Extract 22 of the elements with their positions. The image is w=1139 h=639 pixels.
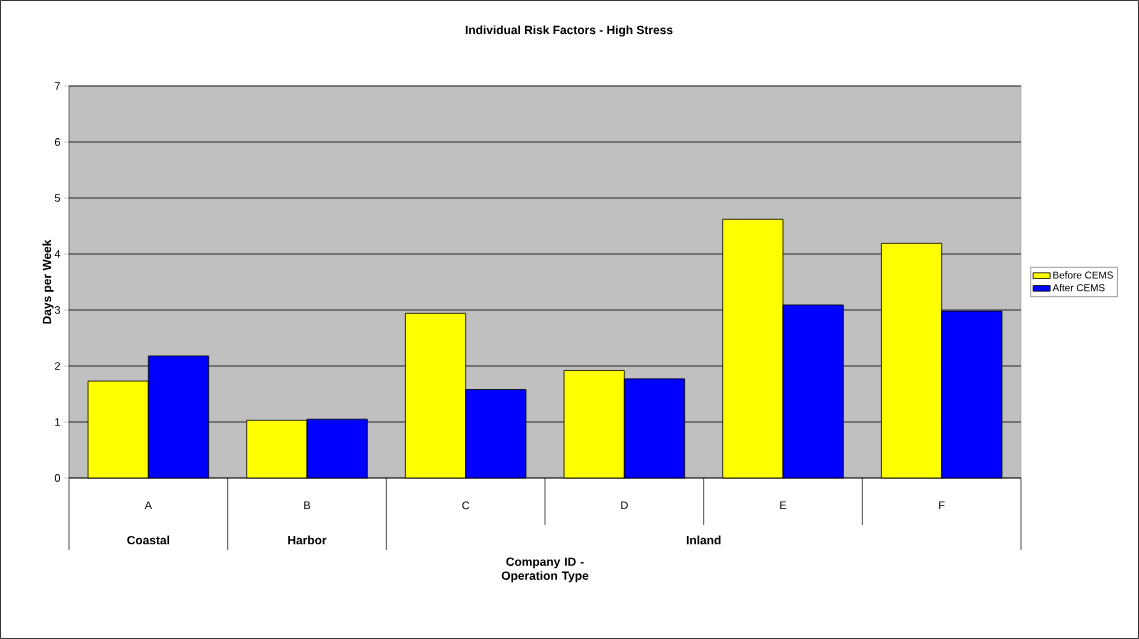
y-tick-label: 6 — [54, 138, 60, 146]
chart-title: Individual Risk Factors - High Stress — [465, 25, 673, 37]
legend-label: After CEMS — [1052, 283, 1105, 292]
y-tick-label: 4 — [54, 250, 61, 258]
text: Coastal — [127, 535, 170, 545]
legend-label: Before CEMS — [1053, 271, 1113, 279]
y-tick-label: 2 — [54, 362, 60, 370]
x-tick-label: D — [621, 501, 628, 510]
y-tick-label: 0 — [54, 474, 61, 482]
x-tick-label: B — [304, 501, 311, 510]
y-axis-title: Days per Week — [42, 239, 54, 324]
y-tick-label: 3 — [54, 306, 60, 314]
x-tick-label: E — [780, 501, 787, 510]
x-tick-label: C — [462, 501, 470, 510]
x-tick-label: A — [144, 501, 152, 510]
y-tick-label: 5 — [54, 194, 61, 202]
y-tick-label: 1 — [55, 418, 60, 426]
text: Harbor — [288, 535, 327, 545]
y-tick-label: 7 — [54, 82, 60, 90]
x-axis-title: Company ID - Operation Type — [501, 557, 589, 583]
x-tick-label: F — [939, 501, 945, 510]
text: Inland — [686, 535, 721, 545]
